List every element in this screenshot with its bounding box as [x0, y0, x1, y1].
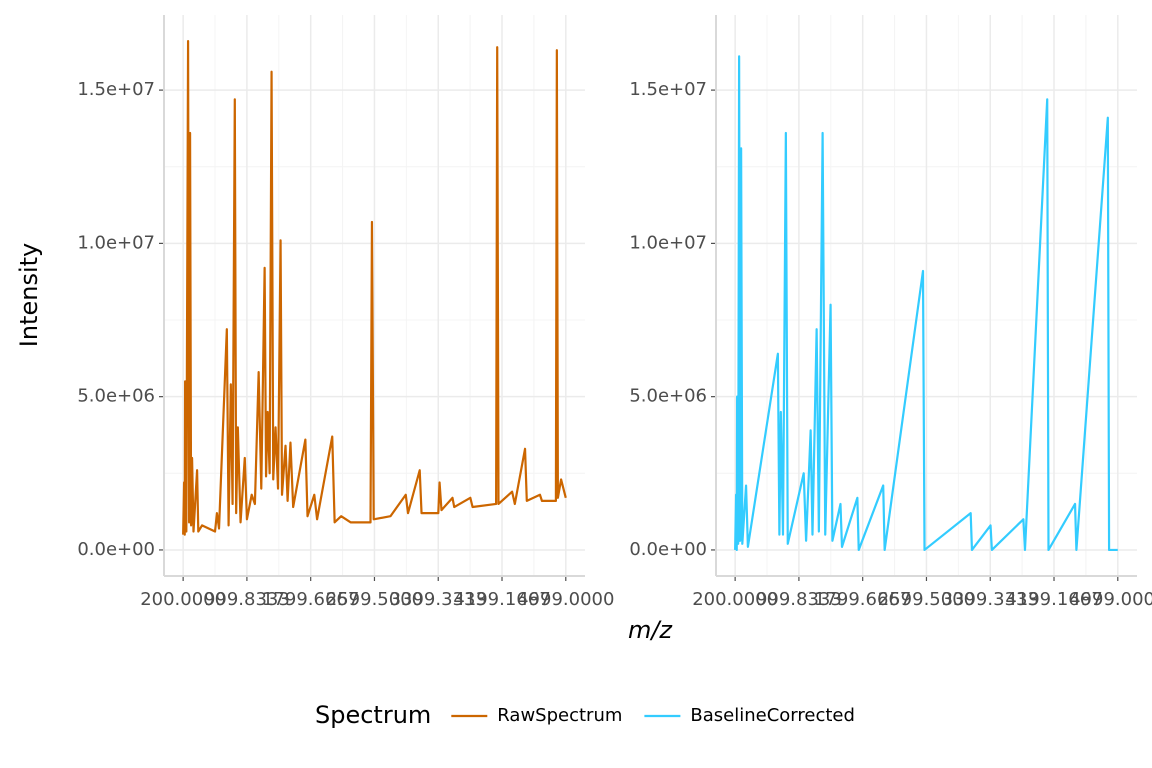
x-tick-label: 3399.3333 [942, 589, 1039, 610]
y-tick-label: 5.0e+06 [77, 386, 155, 407]
spectrum-line [182, 39, 567, 536]
y-tick-label: 1.5e+07 [77, 79, 155, 100]
x-tick-label: 200.0000 [140, 589, 226, 610]
y-tick-label: 0.0e+00 [629, 539, 707, 560]
y-tick-label: 1.5e+07 [629, 79, 707, 100]
x-tick-label: 999.8333 [756, 589, 842, 610]
legend-title: Spectrum [315, 701, 431, 729]
y-axis-label: Intensity [15, 243, 43, 347]
y-tick-label: 1.0e+07 [629, 232, 707, 253]
x-axis-label: m/z [628, 616, 673, 644]
x-tick-label: 2599.5000 [326, 589, 423, 610]
spectrum-line [734, 55, 1118, 552]
x-tick-label: 999.8333 [204, 589, 290, 610]
legend-label: RawSpectrum [497, 705, 622, 726]
x-tick-label: 1799.6667 [262, 589, 359, 610]
legend-label: BaselineCorrected [690, 705, 855, 726]
y-tick-label: 1.0e+07 [77, 232, 155, 253]
x-tick-label: 4199.1667 [453, 589, 550, 610]
y-tick-label: 0.0e+00 [77, 539, 155, 560]
x-tick-label: 3399.3333 [390, 589, 487, 610]
x-tick-label: 4999.0000 [517, 589, 614, 610]
y-tick-label: 5.0e+06 [629, 386, 707, 407]
x-tick-label: 4199.1667 [1005, 589, 1102, 610]
x-tick-label: 2599.5000 [878, 589, 975, 610]
x-tick-label: 1799.6667 [814, 589, 911, 610]
x-tick-label: 200.0000 [692, 589, 778, 610]
x-tick-label: 4999.0000 [1069, 589, 1152, 610]
